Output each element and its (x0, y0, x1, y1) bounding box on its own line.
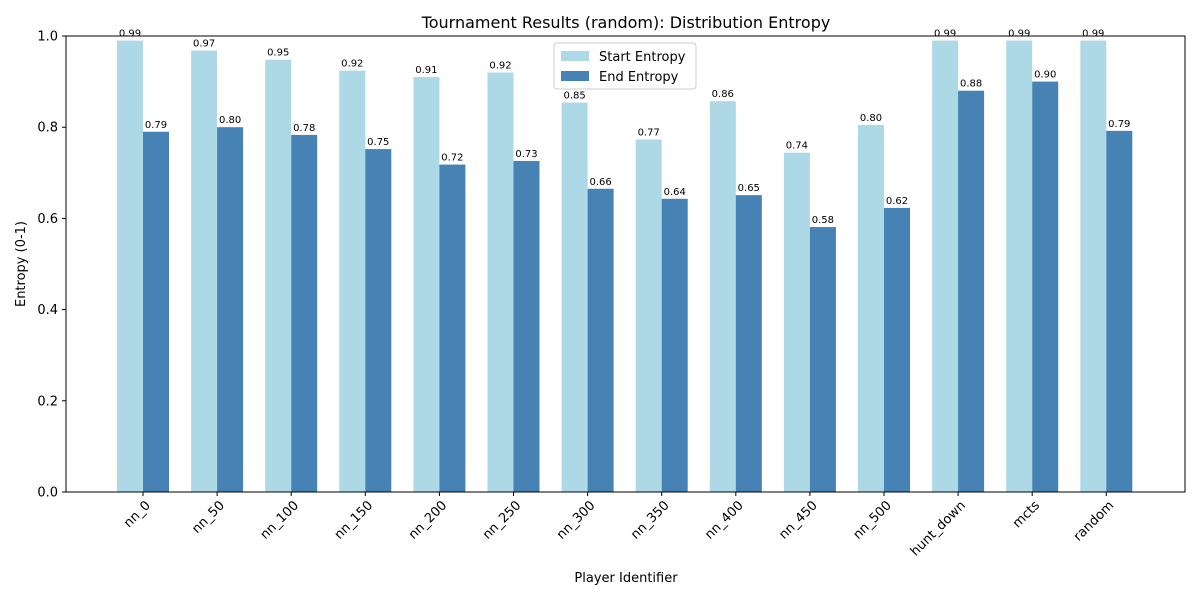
x-tick-label-nn_0: nn_0 (121, 498, 154, 531)
bar-start-nn_350 (635, 139, 662, 492)
bar-end-nn_250 (513, 160, 540, 492)
data-label-start-nn_450: 0.74 (786, 141, 808, 152)
data-label-end-nn_500: 0.62 (886, 196, 908, 207)
data-label-end-nn_400: 0.65 (738, 183, 760, 194)
bar-end-nn_450 (809, 227, 836, 492)
bar-end-nn_100 (291, 134, 318, 492)
data-label-end-nn_100: 0.78 (293, 123, 315, 134)
y-tick-label: 0.8 (37, 121, 58, 136)
legend-swatch-end (561, 71, 589, 81)
y-tick-label: 0.4 (37, 303, 58, 318)
bars-layer (117, 40, 1133, 493)
bar-start-nn_250 (487, 72, 514, 492)
x-tick-label-nn_350: nn_350 (628, 498, 672, 542)
bar-start-nn_150 (339, 70, 366, 492)
x-tick-label-nn_50: nn_50 (189, 498, 228, 537)
x-tick-label-nn_300: nn_300 (554, 498, 598, 542)
bar-start-nn_0 (117, 40, 143, 493)
data-label-start-nn_350: 0.77 (638, 128, 660, 139)
data-label-start-nn_300: 0.85 (563, 91, 585, 102)
bar-start-nn_500 (858, 124, 884, 493)
legend-box (553, 42, 697, 90)
data-label-start-nn_400: 0.86 (712, 89, 734, 100)
bar-end-hunt_down (958, 90, 985, 492)
plot-frame (65, 35, 1186, 493)
x-axis-label: Player Identifier (574, 571, 678, 586)
legend: Start Entropy End Entropy (553, 42, 697, 90)
bar-start-nn_200 (413, 77, 440, 492)
legend-label-start: Start Entropy (599, 50, 686, 65)
bar-start-nn_450 (783, 152, 810, 492)
chart-title: Tournament Results (random): Distributio… (421, 13, 831, 32)
y-tick-label: 0.6 (37, 212, 58, 227)
data-label-start-nn_200: 0.91 (415, 65, 437, 76)
bar-start-nn_100 (265, 59, 292, 492)
bar-end-mcts (1032, 81, 1059, 492)
data-label-end-mcts: 0.90 (1034, 70, 1056, 81)
bar-start-nn_50 (191, 50, 218, 492)
bar-end-nn_400 (735, 195, 762, 493)
bar-end-nn_150 (365, 149, 392, 492)
x-tick-label-nn_100: nn_100 (258, 498, 302, 542)
data-label-end-nn_250: 0.73 (515, 149, 537, 160)
data-label-end-nn_50: 0.80 (219, 115, 241, 126)
bar-end-nn_350 (661, 198, 688, 493)
x-tick-label-mcts: mcts (1010, 498, 1043, 531)
bar-end-nn_500 (884, 207, 910, 493)
bar-start-mcts (1006, 40, 1033, 493)
data-labels-layer: 0.99 0.97 0.95 0.92 0.91 0.92 0.85 0.77 0.86 0.74… (119, 29, 1131, 227)
legend-swatch-start (561, 51, 589, 61)
data-label-end-random: 0.79 (1108, 119, 1130, 130)
legend-label-end: End Entropy (599, 70, 679, 85)
x-tick-label-hunt_down: hunt_down (908, 498, 969, 559)
data-label-end-hunt_down: 0.88 (960, 79, 982, 90)
data-label-end-nn_0: 0.79 (145, 120, 167, 131)
bar-end-nn_200 (439, 164, 466, 493)
y-tick-label: 1.0 (37, 30, 58, 45)
x-tick-label-nn_500: nn_500 (850, 498, 894, 542)
x-tick-label-random: random (1071, 498, 1117, 544)
data-label-end-nn_200: 0.72 (441, 153, 463, 164)
data-label-start-random: 0.99 (1082, 29, 1104, 40)
data-label-start-nn_500: 0.80 (860, 113, 882, 124)
x-tick-label-nn_200: nn_200 (406, 498, 450, 542)
data-label-end-nn_300: 0.66 (589, 177, 611, 188)
data-label-start-nn_0: 0.99 (119, 29, 141, 40)
data-label-start-nn_250: 0.92 (489, 60, 511, 71)
y-tick-label: 0.0 (37, 486, 58, 501)
x-tick-label-nn_150: nn_150 (332, 498, 376, 542)
data-label-end-nn_450: 0.58 (812, 215, 834, 226)
bar-start-hunt_down (932, 40, 959, 493)
bar-end-nn_0 (143, 131, 169, 492)
data-label-start-nn_100: 0.95 (267, 48, 289, 59)
bar-end-random (1106, 130, 1133, 492)
bar-start-nn_300 (561, 102, 588, 493)
data-label-end-nn_350: 0.64 (664, 187, 686, 198)
data-label-start-hunt_down: 0.99 (934, 29, 956, 40)
data-label-start-nn_150: 0.92 (341, 59, 363, 70)
y-tick-label: 0.2 (37, 394, 58, 409)
bar-start-nn_400 (709, 101, 736, 492)
data-label-end-nn_150: 0.75 (367, 137, 389, 148)
bar-start-random (1080, 40, 1107, 493)
bar-end-nn_50 (217, 127, 244, 492)
y-axis-label: Entropy (0-1) (14, 221, 29, 307)
bar-end-nn_300 (587, 188, 614, 492)
data-label-start-mcts: 0.99 (1008, 29, 1030, 40)
x-tick-label-nn_450: nn_450 (776, 498, 820, 542)
x-tick-label-nn_250: nn_250 (480, 498, 524, 542)
x-tick-label-nn_400: nn_400 (702, 498, 746, 542)
data-label-start-nn_50: 0.97 (193, 39, 215, 50)
